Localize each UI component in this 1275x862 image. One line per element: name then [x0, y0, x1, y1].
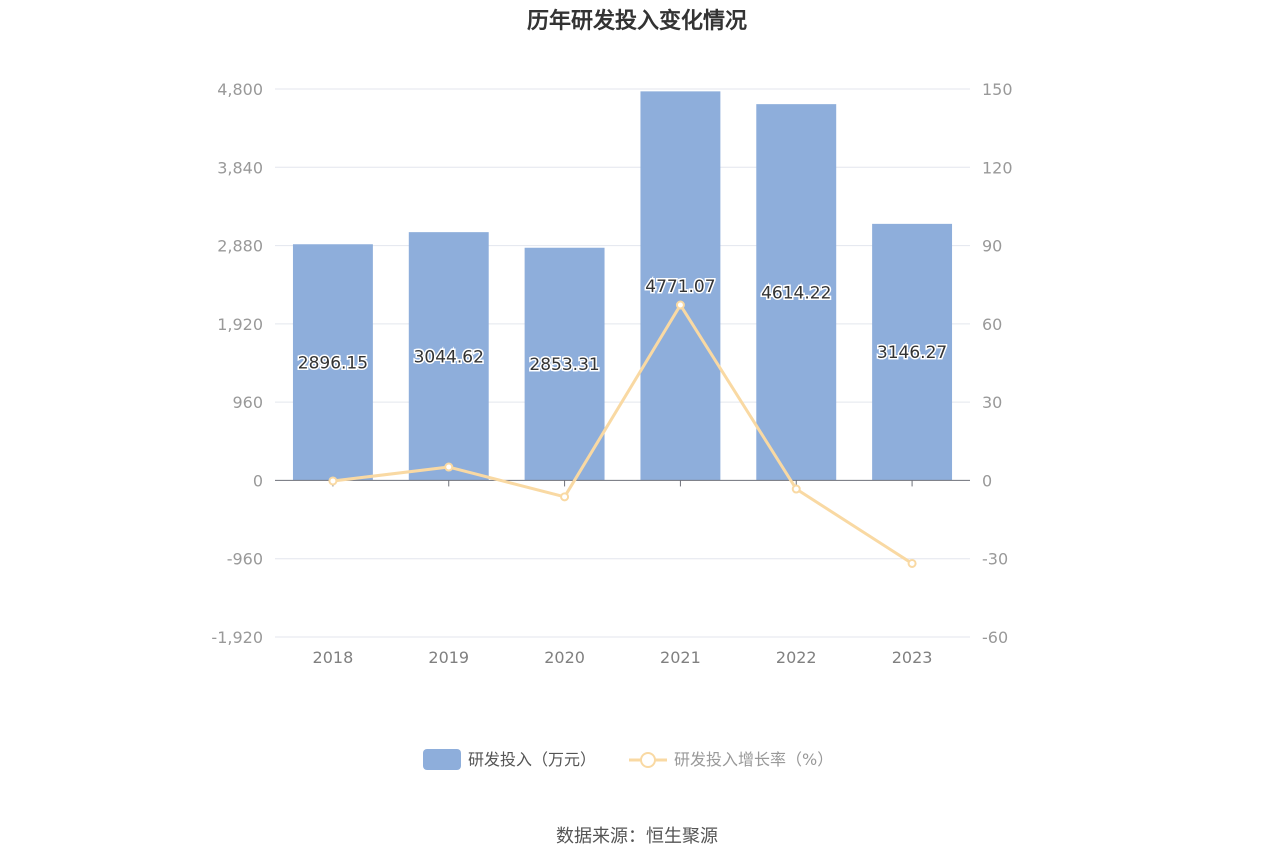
bar[interactable] [756, 104, 837, 481]
y-right-tick-label: 60 [982, 315, 1002, 334]
legend: 研发投入（万元） 研发投入增长率（%） [423, 749, 833, 770]
x-tick-label: 2023 [892, 648, 933, 667]
x-tick-label: 2022 [776, 648, 817, 667]
legend-item-bar[interactable]: 研发投入（万元） [423, 749, 596, 770]
line-point[interactable] [444, 462, 454, 472]
growth-line [332, 303, 913, 565]
chart-title: 历年研发投入变化情况 [527, 8, 747, 34]
x-axis: 2018 2019 2020 2021 2022 2023 [313, 648, 933, 667]
bar-data-labels: 2896.15 3044.62 2853.31 4771.07 4614.22 3146.… [296, 275, 948, 376]
y-left-tick-label: -1,920 [211, 628, 263, 647]
line-point[interactable] [907, 558, 917, 568]
bar-data-label: 3044.62 [414, 347, 484, 367]
bar[interactable] [872, 223, 953, 481]
y-axis-right: 150 120 90 60 30 0 -30 -60 [982, 80, 1013, 647]
y-right-tick-label: 30 [982, 393, 1002, 412]
legend-line-marker-icon [640, 752, 656, 768]
y-left-tick-label: -960 [227, 550, 263, 569]
bar-data-label: 3146.27 [877, 343, 947, 363]
line-point[interactable] [791, 484, 801, 494]
y-right-tick-label: -60 [982, 628, 1008, 647]
x-tick-label: 2020 [544, 648, 585, 667]
y-left-tick-label: 0 [253, 471, 263, 490]
legend-bar-swatch [423, 749, 461, 770]
x-tick-label: 2018 [313, 648, 354, 667]
y-right-tick-label: 120 [982, 158, 1013, 177]
line-series [328, 300, 917, 568]
zero-axis [275, 479, 970, 638]
bar-series [292, 91, 953, 481]
legend-line-label: 研发投入增长率（%） [674, 750, 833, 769]
source-note: 数据来源：恒生聚源 [556, 826, 718, 847]
legend-bar-label: 研发投入（万元） [468, 750, 596, 769]
y-left-tick-label: 1,920 [217, 315, 263, 334]
line-point[interactable] [560, 492, 570, 502]
bar[interactable] [292, 244, 373, 481]
y-axis-left: 4,800 3,840 2,880 1,920 960 0 -960 -1,920 [211, 80, 263, 647]
y-left-tick-label: 960 [232, 393, 263, 412]
y-right-tick-label: 90 [982, 237, 1002, 256]
y-right-tick-label: -30 [982, 550, 1008, 569]
bar-data-label: 4771.07 [645, 277, 715, 297]
x-tick-label: 2021 [660, 648, 701, 667]
line-point[interactable] [675, 300, 685, 310]
bar-data-label: 4614.22 [761, 283, 831, 303]
bar-data-label: 2853.31 [529, 355, 599, 375]
grid-lines [275, 88, 970, 638]
line-point[interactable] [328, 476, 338, 486]
legend-item-line[interactable]: 研发投入增长率（%） [629, 750, 833, 769]
y-right-tick-label: 150 [982, 80, 1013, 99]
bar[interactable] [640, 91, 721, 481]
y-left-tick-label: 2,880 [217, 237, 263, 256]
bar[interactable] [524, 247, 605, 481]
y-right-tick-label: 0 [982, 471, 992, 490]
bar-data-label: 2896.15 [298, 353, 368, 373]
x-tick-label: 2019 [428, 648, 469, 667]
y-left-tick-label: 3,840 [217, 158, 263, 177]
y-left-tick-label: 4,800 [217, 80, 263, 99]
bar[interactable] [408, 232, 489, 481]
